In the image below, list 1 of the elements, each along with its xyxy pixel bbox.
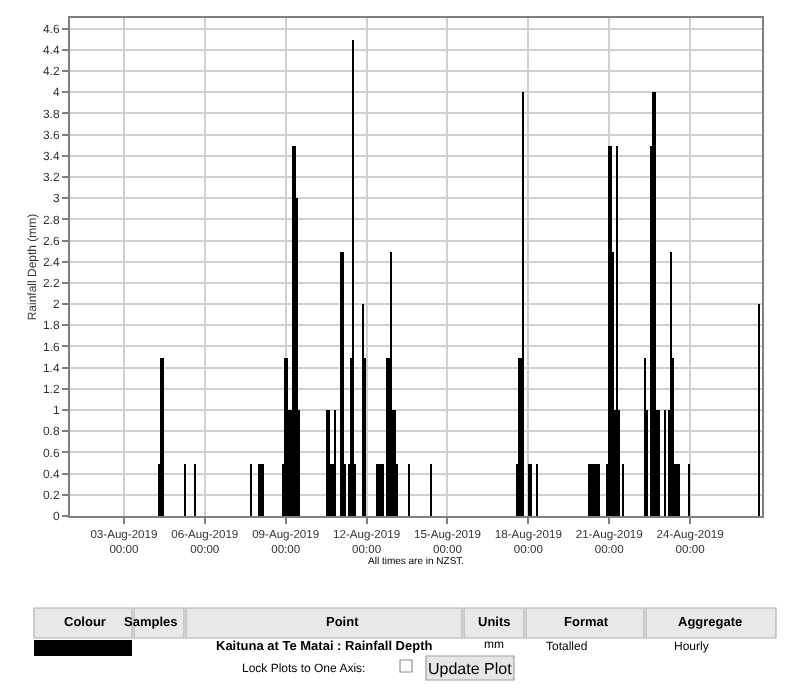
- text: Update Plot: [428, 660, 514, 678]
